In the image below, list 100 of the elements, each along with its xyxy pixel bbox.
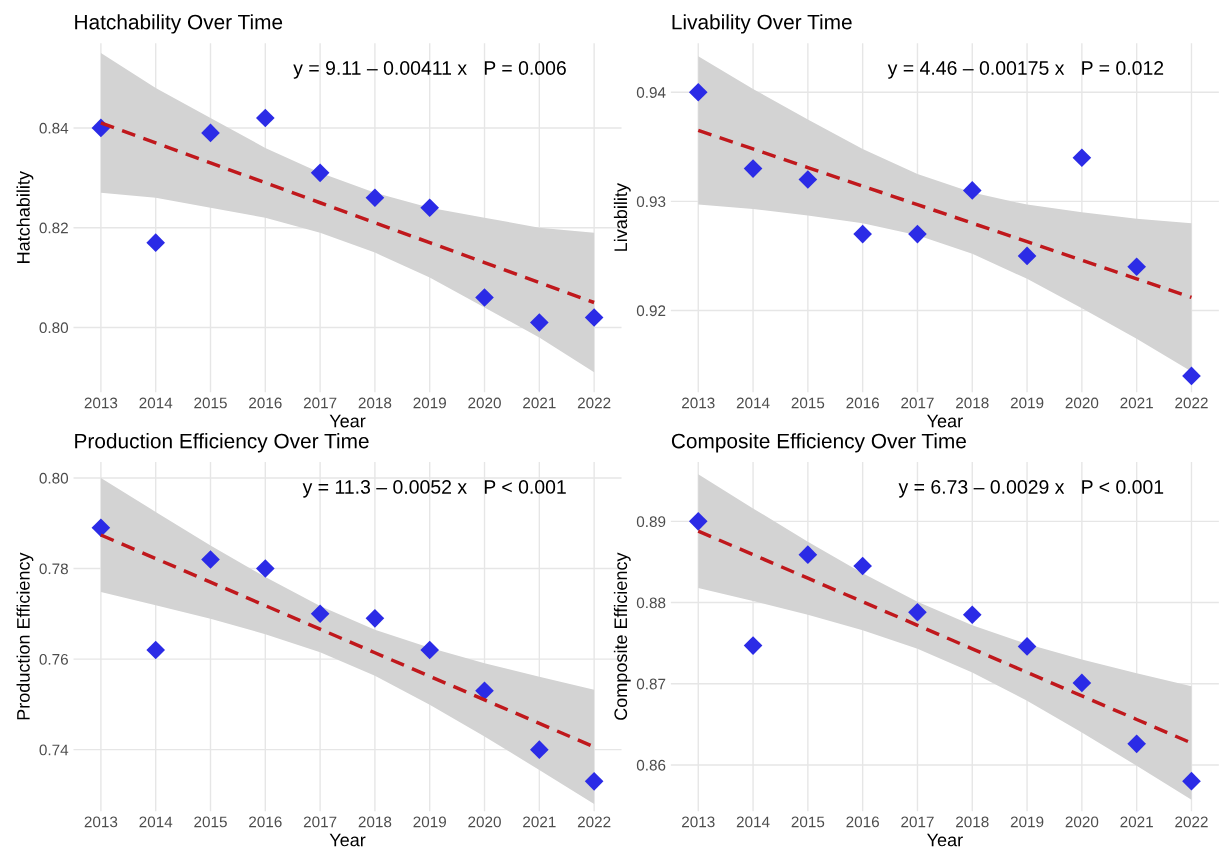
y-tick-label: 0.94 bbox=[636, 87, 666, 98]
chart-title: Composite Efficiency Over Time bbox=[671, 433, 966, 453]
point bbox=[201, 123, 220, 143]
x-tick-label: 2018 bbox=[358, 397, 392, 409]
x-tick-label: 2015 bbox=[791, 816, 825, 828]
point bbox=[908, 602, 927, 622]
x-tick-label: 2018 bbox=[956, 816, 989, 828]
x-tick-label: 2013 bbox=[682, 816, 715, 828]
x-tick-label: 2016 bbox=[249, 816, 282, 828]
y-axis-title: Livability bbox=[613, 183, 631, 251]
x-tick-label: 2017 bbox=[901, 397, 934, 409]
x-axis-title: Year bbox=[329, 833, 366, 847]
x-axis-title: Year bbox=[927, 833, 963, 847]
point bbox=[201, 550, 220, 569]
x-tick-label: 2013 bbox=[84, 397, 118, 409]
annotation: y = 6.73 – 0.0029 x P < 0.001 bbox=[898, 480, 1164, 498]
y-tick-label: 0.92 bbox=[636, 305, 666, 317]
x-tick-label: 2019 bbox=[413, 397, 446, 409]
x-tick-label: 2022 bbox=[577, 397, 611, 409]
y-tick-label: 0.74 bbox=[39, 744, 69, 756]
x-tick-label: 2020 bbox=[1065, 816, 1099, 828]
y-tick-label: 0.84 bbox=[39, 122, 69, 134]
x-tick-label: 2019 bbox=[1010, 816, 1044, 828]
x-tick-label: 2016 bbox=[846, 397, 879, 409]
x-tick-label: 2017 bbox=[303, 816, 337, 828]
y-tick-label: 0.86 bbox=[636, 759, 666, 771]
y-axis-title: Composite Efficiency bbox=[613, 552, 631, 720]
x-tick-label: 2019 bbox=[1010, 397, 1044, 409]
x-tick-label: 2014 bbox=[736, 816, 770, 828]
point bbox=[743, 636, 763, 655]
y-tick-label: 0.78 bbox=[39, 563, 68, 575]
x-tick-label: 2018 bbox=[956, 397, 989, 409]
point bbox=[91, 518, 111, 538]
point bbox=[1127, 734, 1146, 754]
y-tick-label: 0.89 bbox=[636, 516, 666, 528]
x-tick-label: 2021 bbox=[1120, 397, 1153, 409]
x-tick-label: 2015 bbox=[791, 397, 825, 409]
x-tick-label: 2014 bbox=[139, 816, 173, 828]
chart-title: Production Efficiency Over Time bbox=[75, 433, 369, 453]
point bbox=[743, 159, 763, 178]
point bbox=[584, 308, 604, 327]
point bbox=[475, 681, 494, 701]
x-tick-label: 2016 bbox=[846, 816, 879, 828]
x-tick-label: 2021 bbox=[523, 816, 556, 828]
chart-title: Livability Over Time bbox=[672, 14, 852, 34]
point bbox=[310, 604, 330, 624]
point bbox=[1182, 771, 1201, 791]
point bbox=[962, 605, 982, 625]
y-tick-label: 0.88 bbox=[636, 597, 666, 609]
y-tick-label: 0.80 bbox=[39, 322, 69, 334]
x-axis-title: Year bbox=[927, 414, 963, 428]
point bbox=[146, 640, 166, 660]
point bbox=[1017, 637, 1037, 656]
point bbox=[962, 181, 982, 200]
x-tick-label: 2022 bbox=[577, 816, 611, 828]
x-tick-label: 2014 bbox=[736, 397, 770, 409]
point bbox=[475, 288, 494, 307]
point bbox=[798, 545, 818, 564]
y-axis-title: Hatchability bbox=[16, 171, 34, 263]
x-tick-label: 2018 bbox=[358, 816, 392, 828]
point bbox=[146, 233, 166, 252]
point bbox=[908, 224, 927, 244]
point bbox=[310, 163, 330, 183]
y-tick-label: 0.76 bbox=[39, 653, 68, 665]
point bbox=[584, 772, 604, 791]
x-tick-label: 2017 bbox=[901, 816, 934, 828]
point bbox=[420, 640, 440, 660]
y-tick-label: 0.82 bbox=[39, 222, 68, 234]
x-tick-label: 2015 bbox=[194, 397, 227, 409]
point bbox=[365, 188, 385, 208]
x-tick-label: 2015 bbox=[194, 816, 227, 828]
point bbox=[1017, 246, 1037, 266]
point bbox=[530, 740, 549, 759]
x-tick-label: 2021 bbox=[523, 397, 556, 409]
x-tick-label: 2013 bbox=[682, 397, 715, 409]
point bbox=[853, 224, 872, 244]
x-tick-label: 2020 bbox=[1065, 397, 1099, 409]
point bbox=[255, 559, 275, 578]
point bbox=[688, 512, 708, 531]
point bbox=[255, 108, 275, 128]
point bbox=[365, 609, 385, 628]
y-tick-label: 0.93 bbox=[636, 196, 666, 208]
x-tick-label: 2020 bbox=[468, 816, 501, 828]
x-tick-label: 2021 bbox=[1120, 816, 1153, 828]
point bbox=[1072, 148, 1092, 168]
x-axis-title: Year bbox=[329, 414, 366, 428]
x-tick-label: 2017 bbox=[303, 397, 337, 409]
annotation: y = 9.11 – 0.00411 x P = 0.006 bbox=[293, 61, 566, 79]
point bbox=[1127, 257, 1146, 277]
y-axis-title: Production Efficiency bbox=[16, 552, 34, 720]
point bbox=[1072, 673, 1092, 693]
point bbox=[420, 198, 440, 218]
point bbox=[798, 170, 818, 189]
x-tick-label: 2022 bbox=[1175, 397, 1208, 409]
point bbox=[1182, 366, 1201, 386]
x-tick-label: 2014 bbox=[139, 397, 173, 409]
x-tick-label: 2013 bbox=[84, 816, 118, 828]
annotation: y = 4.46 – 0.00175 x P = 0.012 bbox=[887, 61, 1164, 79]
x-tick-label: 2022 bbox=[1175, 816, 1208, 828]
point bbox=[853, 556, 872, 576]
